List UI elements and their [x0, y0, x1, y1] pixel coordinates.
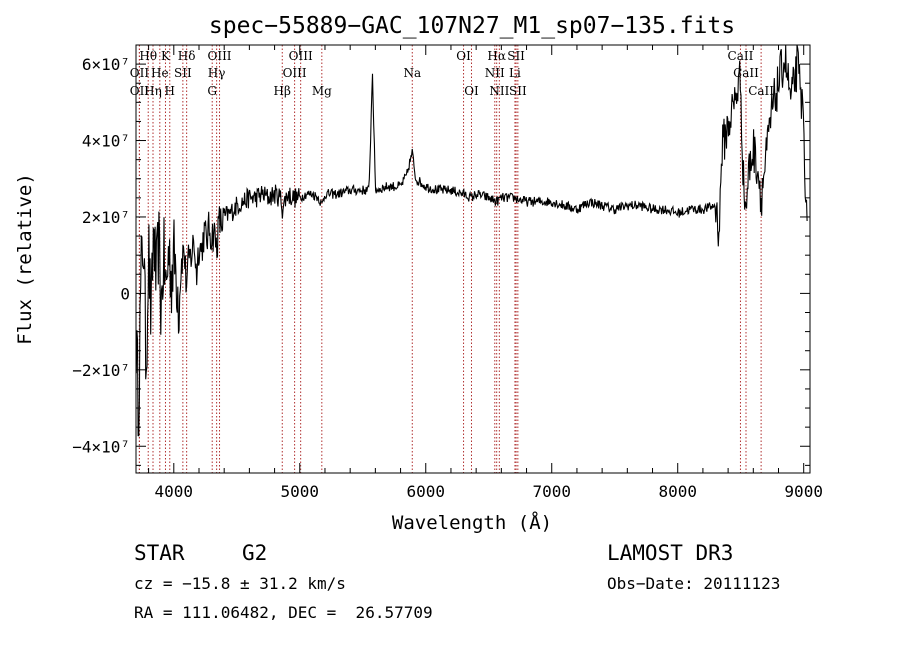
plot-frame [135, 44, 811, 474]
y-tick-label: 2×10⁷ [82, 208, 130, 227]
x-tick-label: 7000 [532, 482, 571, 501]
spectral-line-label: CaII [728, 49, 754, 63]
spectral-line-label: OIII [283, 66, 307, 80]
y-tick-label: −4×10⁷ [72, 437, 130, 456]
spectral-line-label: OII [130, 84, 150, 98]
spectral-line-label: SII [509, 84, 527, 98]
observation-date: Obs−Date: 20111123 [607, 574, 781, 593]
spectral-line-label: Hα [487, 49, 506, 63]
y-tick-label: −2×10⁷ [72, 361, 130, 380]
spectral-line-label: He [151, 66, 169, 80]
chart-title: spec−55889−GAC_107N27_M1_sp07−135.fits [209, 13, 735, 39]
redshift-value: cz = −15.8 ± 31.2 km/s [134, 574, 346, 593]
y-tick-label: 0 [120, 284, 130, 303]
x-tick-label: 9000 [784, 482, 823, 501]
spectral-line-label: Li [509, 66, 521, 80]
spectral-line-label: Hγ [208, 66, 226, 80]
sky-coordinates: RA = 111.06482, DEC = 26.57709 [134, 603, 433, 622]
spectral-line-label: Hβ [274, 84, 291, 98]
spectral-line-label: OI [464, 84, 479, 98]
spectral-line-label: Hθ [139, 49, 157, 63]
x-tick-label: 8000 [658, 482, 697, 501]
x-axis-label: Wavelength (Å) [392, 511, 552, 534]
spectral-line-markers [138, 45, 762, 473]
spectral-line-label: OI [456, 49, 471, 63]
spectral-line-label: CaII [733, 66, 759, 80]
y-tick-label: 4×10⁷ [82, 132, 130, 151]
y-axis-ticks: −4×10⁷ −2×10⁷ 0 2×10⁷ 4×10⁷ 6×10⁷ [72, 44, 810, 466]
spectral-line-label: Hη [144, 84, 162, 98]
x-tick-label: 6000 [406, 482, 445, 501]
spectral-line-label: Mg [312, 84, 332, 98]
spectral-line-label: OII [130, 66, 150, 80]
spectral-line-label: SII [174, 66, 192, 80]
spectral-line-label: OIII [207, 49, 231, 63]
spectral-line-label: H [165, 84, 175, 98]
object-class: STAR [134, 541, 185, 565]
spectral-line-label: NII [485, 66, 505, 80]
spectral-line-label: G [207, 84, 217, 98]
spectral-line-label: Na [403, 66, 421, 80]
survey-release: LAMOST DR3 [607, 541, 734, 565]
spectrum-series-line [135, 44, 808, 437]
object-subclass: G2 [242, 541, 268, 565]
spectral-line-label: SII [507, 49, 525, 63]
x-tick-label: 5000 [281, 482, 320, 501]
y-tick-label: 6×10⁷ [82, 55, 130, 74]
x-axis-ticks: 4000 5000 6000 7000 8000 9000 [148, 45, 823, 501]
spectral-line-label: OIII [289, 49, 313, 63]
spectral-line-label: CaII [748, 84, 774, 98]
spectral-line-label: K [161, 49, 171, 63]
spectral-line-label: Hδ [178, 49, 196, 63]
y-axis-label: Flux (relative) [14, 173, 36, 345]
x-tick-label: 4000 [155, 482, 194, 501]
spectral-line-label: NII [489, 84, 509, 98]
